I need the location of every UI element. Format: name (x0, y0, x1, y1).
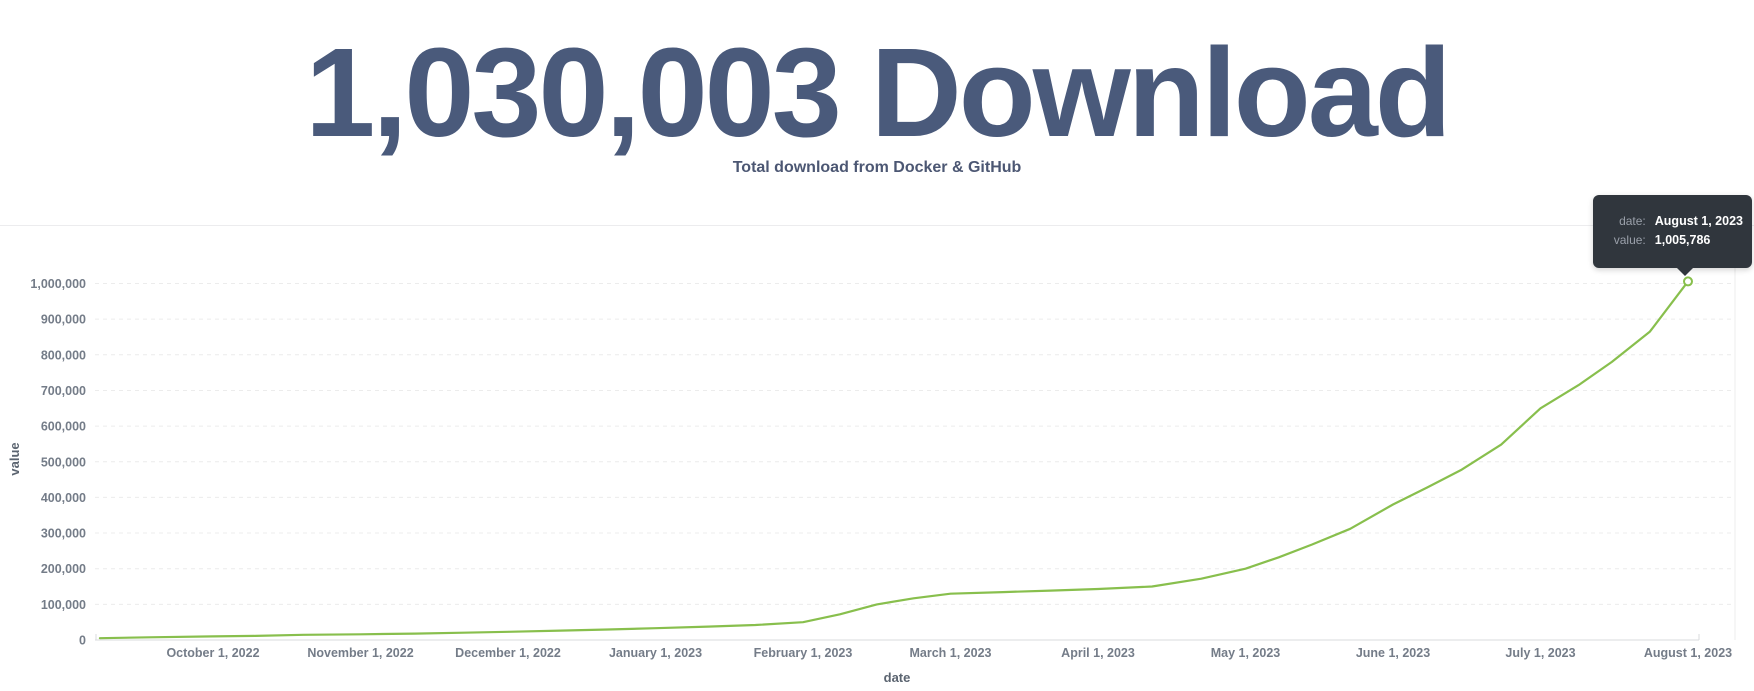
tooltip-pointer-icon (1677, 268, 1693, 276)
y-tick-label: 800,000 (41, 348, 86, 362)
tooltip-value-label: value: (1613, 232, 1646, 247)
x-axis-title: date (884, 670, 911, 685)
y-tick-label: 700,000 (41, 384, 86, 398)
y-tick-label: 500,000 (41, 455, 86, 469)
line-chart-card: 0 100,000 200,000 300,000 400,000 500,000 600,… (0, 226, 1754, 686)
y-axis-title: value (7, 442, 22, 475)
y-tick-label: 0 (79, 634, 86, 648)
y-tick-label: 100,000 (41, 598, 86, 612)
line-path (98, 280, 1690, 640)
x-tick-label: November 1, 2022 (307, 646, 413, 660)
y-tick-label: 300,000 (41, 527, 86, 541)
y-tick-label: 600,000 (41, 420, 86, 434)
x-tick-label: February 1, 2023 (754, 646, 853, 660)
x-tick-label: March 1, 2023 (910, 646, 992, 660)
x-tick-label: August 1, 2023 (1644, 646, 1732, 660)
scalar-subtitle: Total download from Docker & GitHub (732, 159, 1022, 176)
y-tick-label: 400,000 (41, 491, 86, 505)
x-tick-label: April 1, 2023 (1061, 646, 1135, 660)
tooltip-date-label: date: (1619, 213, 1646, 228)
x-tick-label: December 1, 2022 (455, 646, 561, 660)
x-tick-label: June 1, 2023 (1356, 646, 1430, 660)
scalar-value: 1,030,003 Download (305, 22, 1452, 163)
y-tick-label: 200,000 (41, 562, 86, 576)
line-chart[interactable]: 0 100,000 200,000 300,000 400,000 500,000 600,… (0, 226, 1754, 686)
tooltip-value-value: 1,005,786 (1654, 232, 1711, 247)
x-tick-label: October 1, 2022 (166, 646, 259, 660)
y-tick-label: 1,000,000 (30, 277, 86, 291)
tooltip-date-value: August 1, 2023 (1654, 213, 1743, 228)
x-tick-label: January 1, 2023 (609, 646, 702, 660)
y-tick-label: 900,000 (41, 313, 86, 327)
chart-tooltip: date: August 1, 2023 value: 1,005,786 (1593, 195, 1752, 276)
x-tick-label: May 1, 2023 (1211, 646, 1281, 660)
scalar-card: 1,030,003 Download Total download from D… (0, 0, 1754, 226)
x-tick-label: July 1, 2023 (1505, 646, 1575, 660)
end-marker (1683, 276, 1693, 287)
